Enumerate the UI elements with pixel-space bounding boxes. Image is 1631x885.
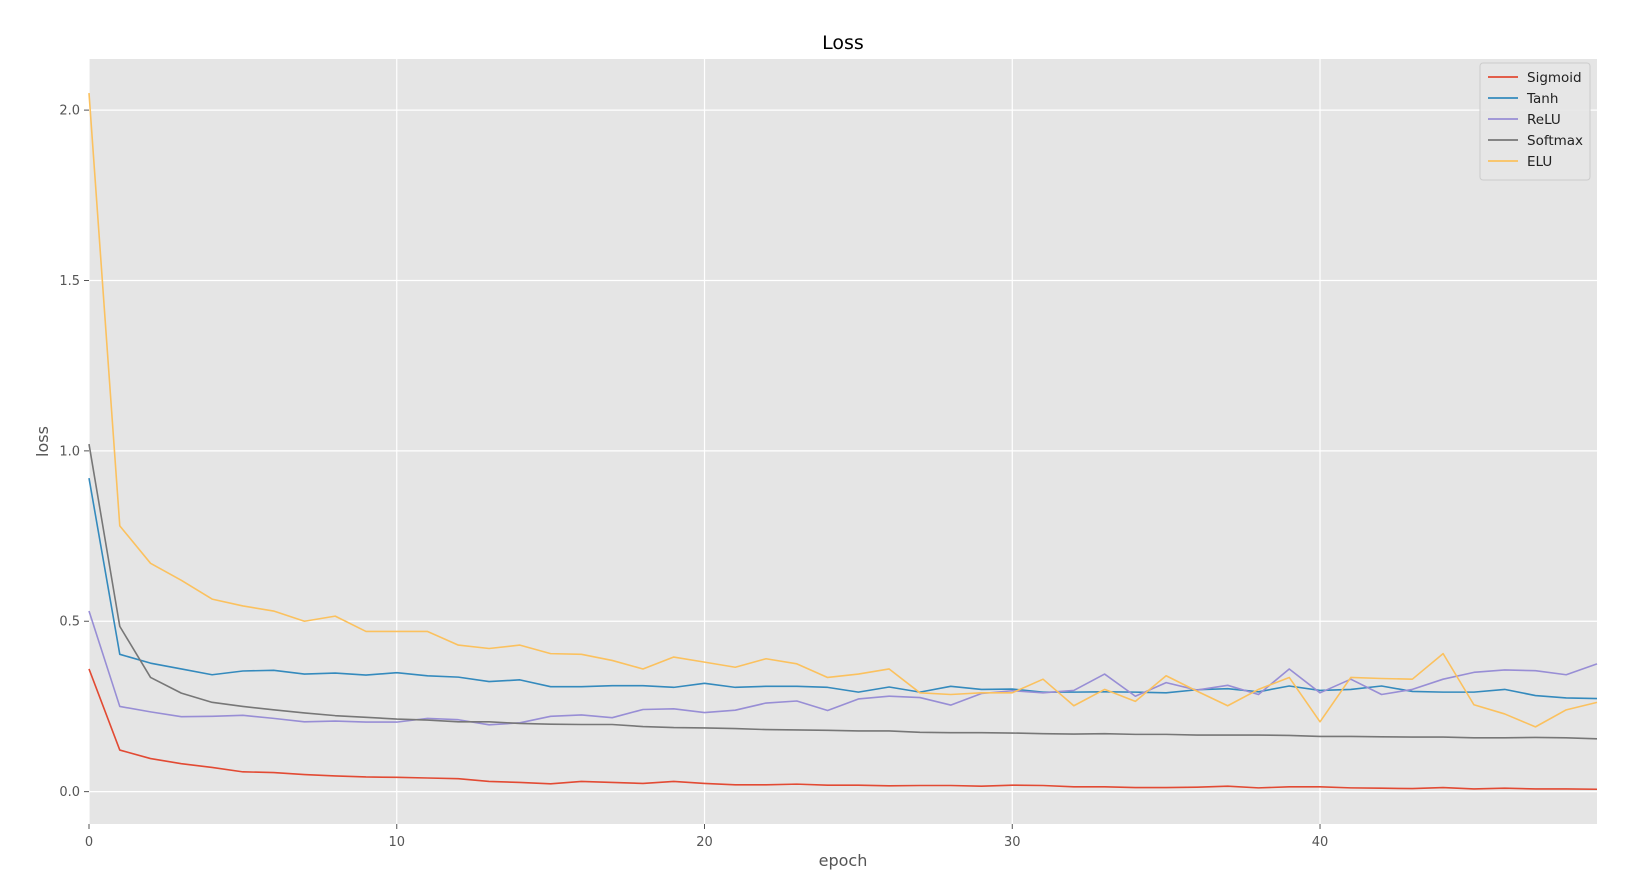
- x-axis-ticks: 0 10 20 30 40: [85, 824, 1328, 850]
- series-line-elu: [88, 93, 1598, 728]
- x-tick-label: 10: [388, 835, 405, 850]
- series-line-tanh: [88, 477, 1598, 700]
- series-lines: [88, 93, 1598, 791]
- chart-title: Loss: [822, 32, 864, 54]
- y-tick-label: 0.0: [59, 785, 80, 800]
- legend: Sigmoid Tanh ReLU Softmax ELU: [1479, 62, 1591, 181]
- x-tick-label: 40: [1312, 835, 1329, 850]
- series-line-softmax: [88, 443, 1598, 740]
- legend-label: ELU: [1527, 154, 1552, 170]
- x-tick-label: 0: [85, 835, 93, 850]
- series-line-sigmoid: [88, 668, 1598, 791]
- legend-frame: [1479, 62, 1591, 181]
- legend-label: Tanh: [1526, 91, 1558, 107]
- legend-label: Sigmoid: [1527, 70, 1582, 86]
- x-axis-label: epoch: [819, 851, 868, 870]
- y-axis-label: loss: [33, 426, 52, 457]
- y-tick-label: 2.0: [59, 104, 80, 119]
- y-axis-ticks: 0.0 0.5 1.0 1.5 2.0: [59, 104, 89, 800]
- y-tick-label: 1.0: [59, 444, 80, 459]
- plot-area: [89, 59, 1597, 824]
- x-tick-label: 20: [696, 835, 713, 850]
- gridlines: [88, 59, 1597, 824]
- legend-label: Softmax: [1527, 133, 1583, 149]
- legend-label: ReLU: [1527, 112, 1561, 128]
- x-tick-label: 30: [1004, 835, 1021, 850]
- y-tick-label: 1.5: [59, 274, 80, 289]
- series-line-relu: [88, 610, 1598, 726]
- y-tick-label: 0.5: [59, 615, 80, 630]
